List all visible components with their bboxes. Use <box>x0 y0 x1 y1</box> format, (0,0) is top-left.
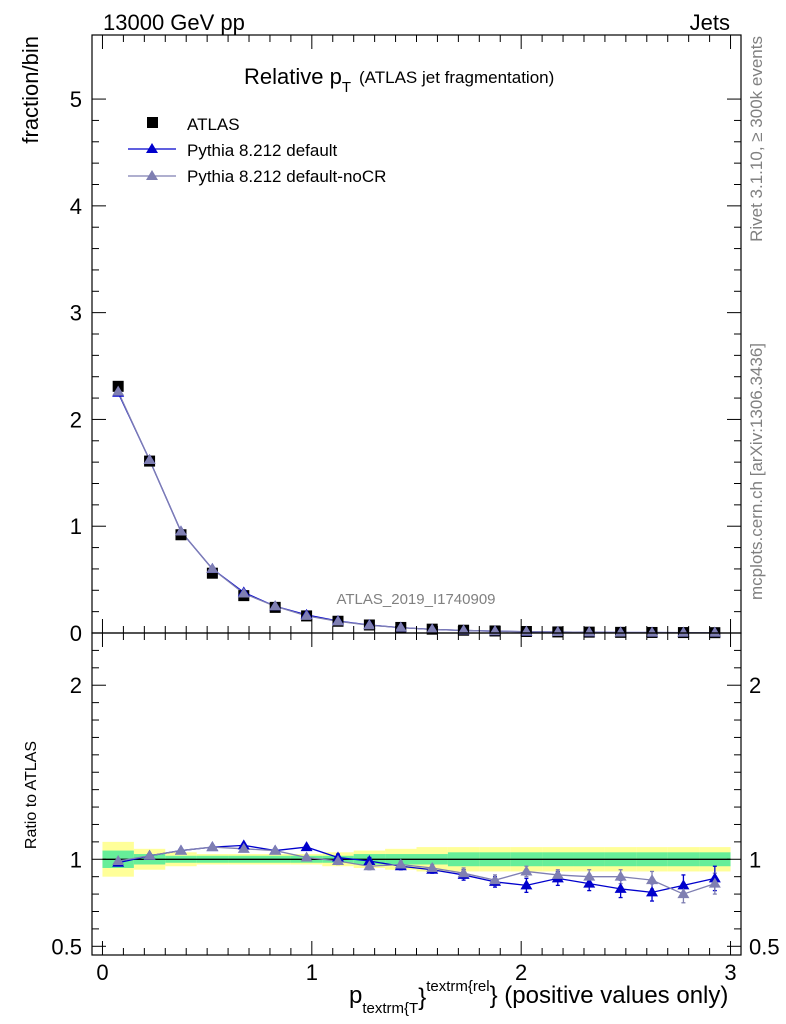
xlabel-sup: textrm{rel <box>426 978 489 995</box>
main-title-text: Relative p <box>244 64 342 89</box>
main-title: Relative pT (ATLAS jet fragmentation) <box>244 64 554 96</box>
main-point-nocr <box>583 626 596 637</box>
main-ytick-label: 2 <box>70 407 82 432</box>
main-point-nocr <box>363 619 376 630</box>
ratio-point-nocr <box>331 855 344 866</box>
side-label-top: Rivet 3.1.10, ≥ 300k events <box>747 36 766 242</box>
main-point-nocr <box>300 609 313 620</box>
main-ytick-label: 3 <box>70 301 82 326</box>
main-point-nocr <box>614 626 627 637</box>
ratio-panel: 0.5 0.5 1 1 2 2 0 1 2 3 Ratio to ATLAS ptextrm{T}… <box>23 632 780 1017</box>
ratio-point-nocr <box>426 861 439 872</box>
main-marks <box>112 380 721 639</box>
ratio-ylabel: Ratio to ATLAS <box>23 741 40 849</box>
ratio-point-nocr <box>489 874 502 885</box>
legend-label-atlas: ATLAS <box>187 115 240 134</box>
x-axis-label: ptextrm{T}textrm{rel} (positive values o… <box>349 978 728 1017</box>
xlabel-sub: textrm{T <box>362 1000 418 1017</box>
main-ytick-label: 5 <box>70 87 82 112</box>
ratio-point-nocr <box>174 844 187 855</box>
legend-label-nocr: Pythia 8.212 default-noCR <box>187 167 386 186</box>
ratio-point-nocr <box>583 870 596 881</box>
ratio-xtick-label: 1 <box>306 960 318 985</box>
main-title-note: (ATLAS jet fragmentation) <box>359 68 554 87</box>
main-point-nocr <box>426 623 439 634</box>
header-left: 13000 GeV pp <box>103 10 245 35</box>
header-right: Jets <box>690 10 730 35</box>
main-point-nocr <box>269 600 282 611</box>
main-ytick-label: 0 <box>70 621 82 646</box>
ratio-marks <box>102 839 731 904</box>
xlabel-main: p <box>349 982 362 1009</box>
ratio-ytick-label: 1 <box>70 847 82 872</box>
ratio-point-default <box>646 886 659 897</box>
ratio-point-default <box>614 882 627 893</box>
main-ticks: 0 1 2 3 4 5 <box>70 35 741 646</box>
main-point-nocr <box>708 626 721 637</box>
ratio-point-nocr <box>457 867 470 878</box>
legend-marker-atlas <box>147 117 158 128</box>
legend-marker-default <box>146 143 158 153</box>
main-point-nocr <box>206 562 219 573</box>
ratio-ytick-label: 0.5 <box>51 934 82 959</box>
main-point-nocr <box>331 615 344 626</box>
ratio-point-nocr <box>551 868 564 879</box>
main-title-sub: T <box>342 79 351 96</box>
ratio-xtick-label: 0 <box>96 960 108 985</box>
ratio-point-nocr <box>300 851 313 862</box>
ratio-series-line-nocr <box>118 846 716 895</box>
main-point-nocr <box>677 626 690 637</box>
watermark: ATLAS_2019_I1740909 <box>336 591 495 608</box>
main-point-nocr <box>112 385 125 396</box>
main-point-nocr <box>174 525 187 536</box>
ratio-point-nocr <box>143 849 156 860</box>
ratio-ticks: 0.5 0.5 1 1 2 2 0 1 2 3 <box>51 633 780 985</box>
main-point-nocr <box>457 624 470 635</box>
ratio-ytick-label: 2 <box>70 673 82 698</box>
main-point-nocr <box>394 621 407 632</box>
ratio-point-nocr <box>394 858 407 869</box>
main-ytick-label: 4 <box>70 194 82 219</box>
ratio-point-default <box>583 877 596 888</box>
ratio-point-nocr <box>520 865 533 876</box>
side-label-bottom: mcplots.cern.ch [arXiv:1306.3436] <box>747 343 766 600</box>
legend: ATLAS Pythia 8.212 default Pythia 8.212 … <box>128 115 386 186</box>
ratio-point-default <box>363 855 376 866</box>
main-point-nocr <box>646 626 659 637</box>
ratio-point-nocr <box>206 841 219 852</box>
ratio-point-nocr <box>614 870 627 881</box>
ratio-point-nocr <box>112 855 125 866</box>
ratio-point-default <box>300 841 313 852</box>
ratio-point-nocr <box>646 874 659 885</box>
ratio-xtick-label: 2 <box>515 960 527 985</box>
ratio-point-default <box>677 879 690 890</box>
legend-marker-nocr <box>146 170 158 180</box>
legend-label-default: Pythia 8.212 default <box>187 141 338 160</box>
ratio-ytick-label-right: 2 <box>749 673 761 698</box>
xlabel-brace: } <box>418 984 426 1011</box>
main-ylabel: fraction/bin <box>18 36 43 144</box>
xlabel-tail: } (positive values only) <box>490 982 729 1009</box>
ratio-point-default <box>708 872 721 883</box>
ratio-point-nocr <box>363 860 376 871</box>
ratio-point-nocr <box>237 842 250 853</box>
ratio-ytick-label-right: 0.5 <box>749 934 780 959</box>
ratio-frame <box>91 632 742 956</box>
ratio-point-default <box>520 879 533 890</box>
ratio-point-nocr <box>677 888 690 899</box>
ratio-ytick-label-right: 1 <box>749 847 761 872</box>
main-point-atlas <box>206 567 218 579</box>
main-point-nocr <box>237 587 250 598</box>
ratio-xtick-label: 3 <box>724 960 736 985</box>
ratio-point-nocr <box>269 844 282 855</box>
ratio-point-nocr <box>708 877 721 888</box>
main-ytick-label: 1 <box>70 514 82 539</box>
main-point-nocr <box>143 454 156 465</box>
